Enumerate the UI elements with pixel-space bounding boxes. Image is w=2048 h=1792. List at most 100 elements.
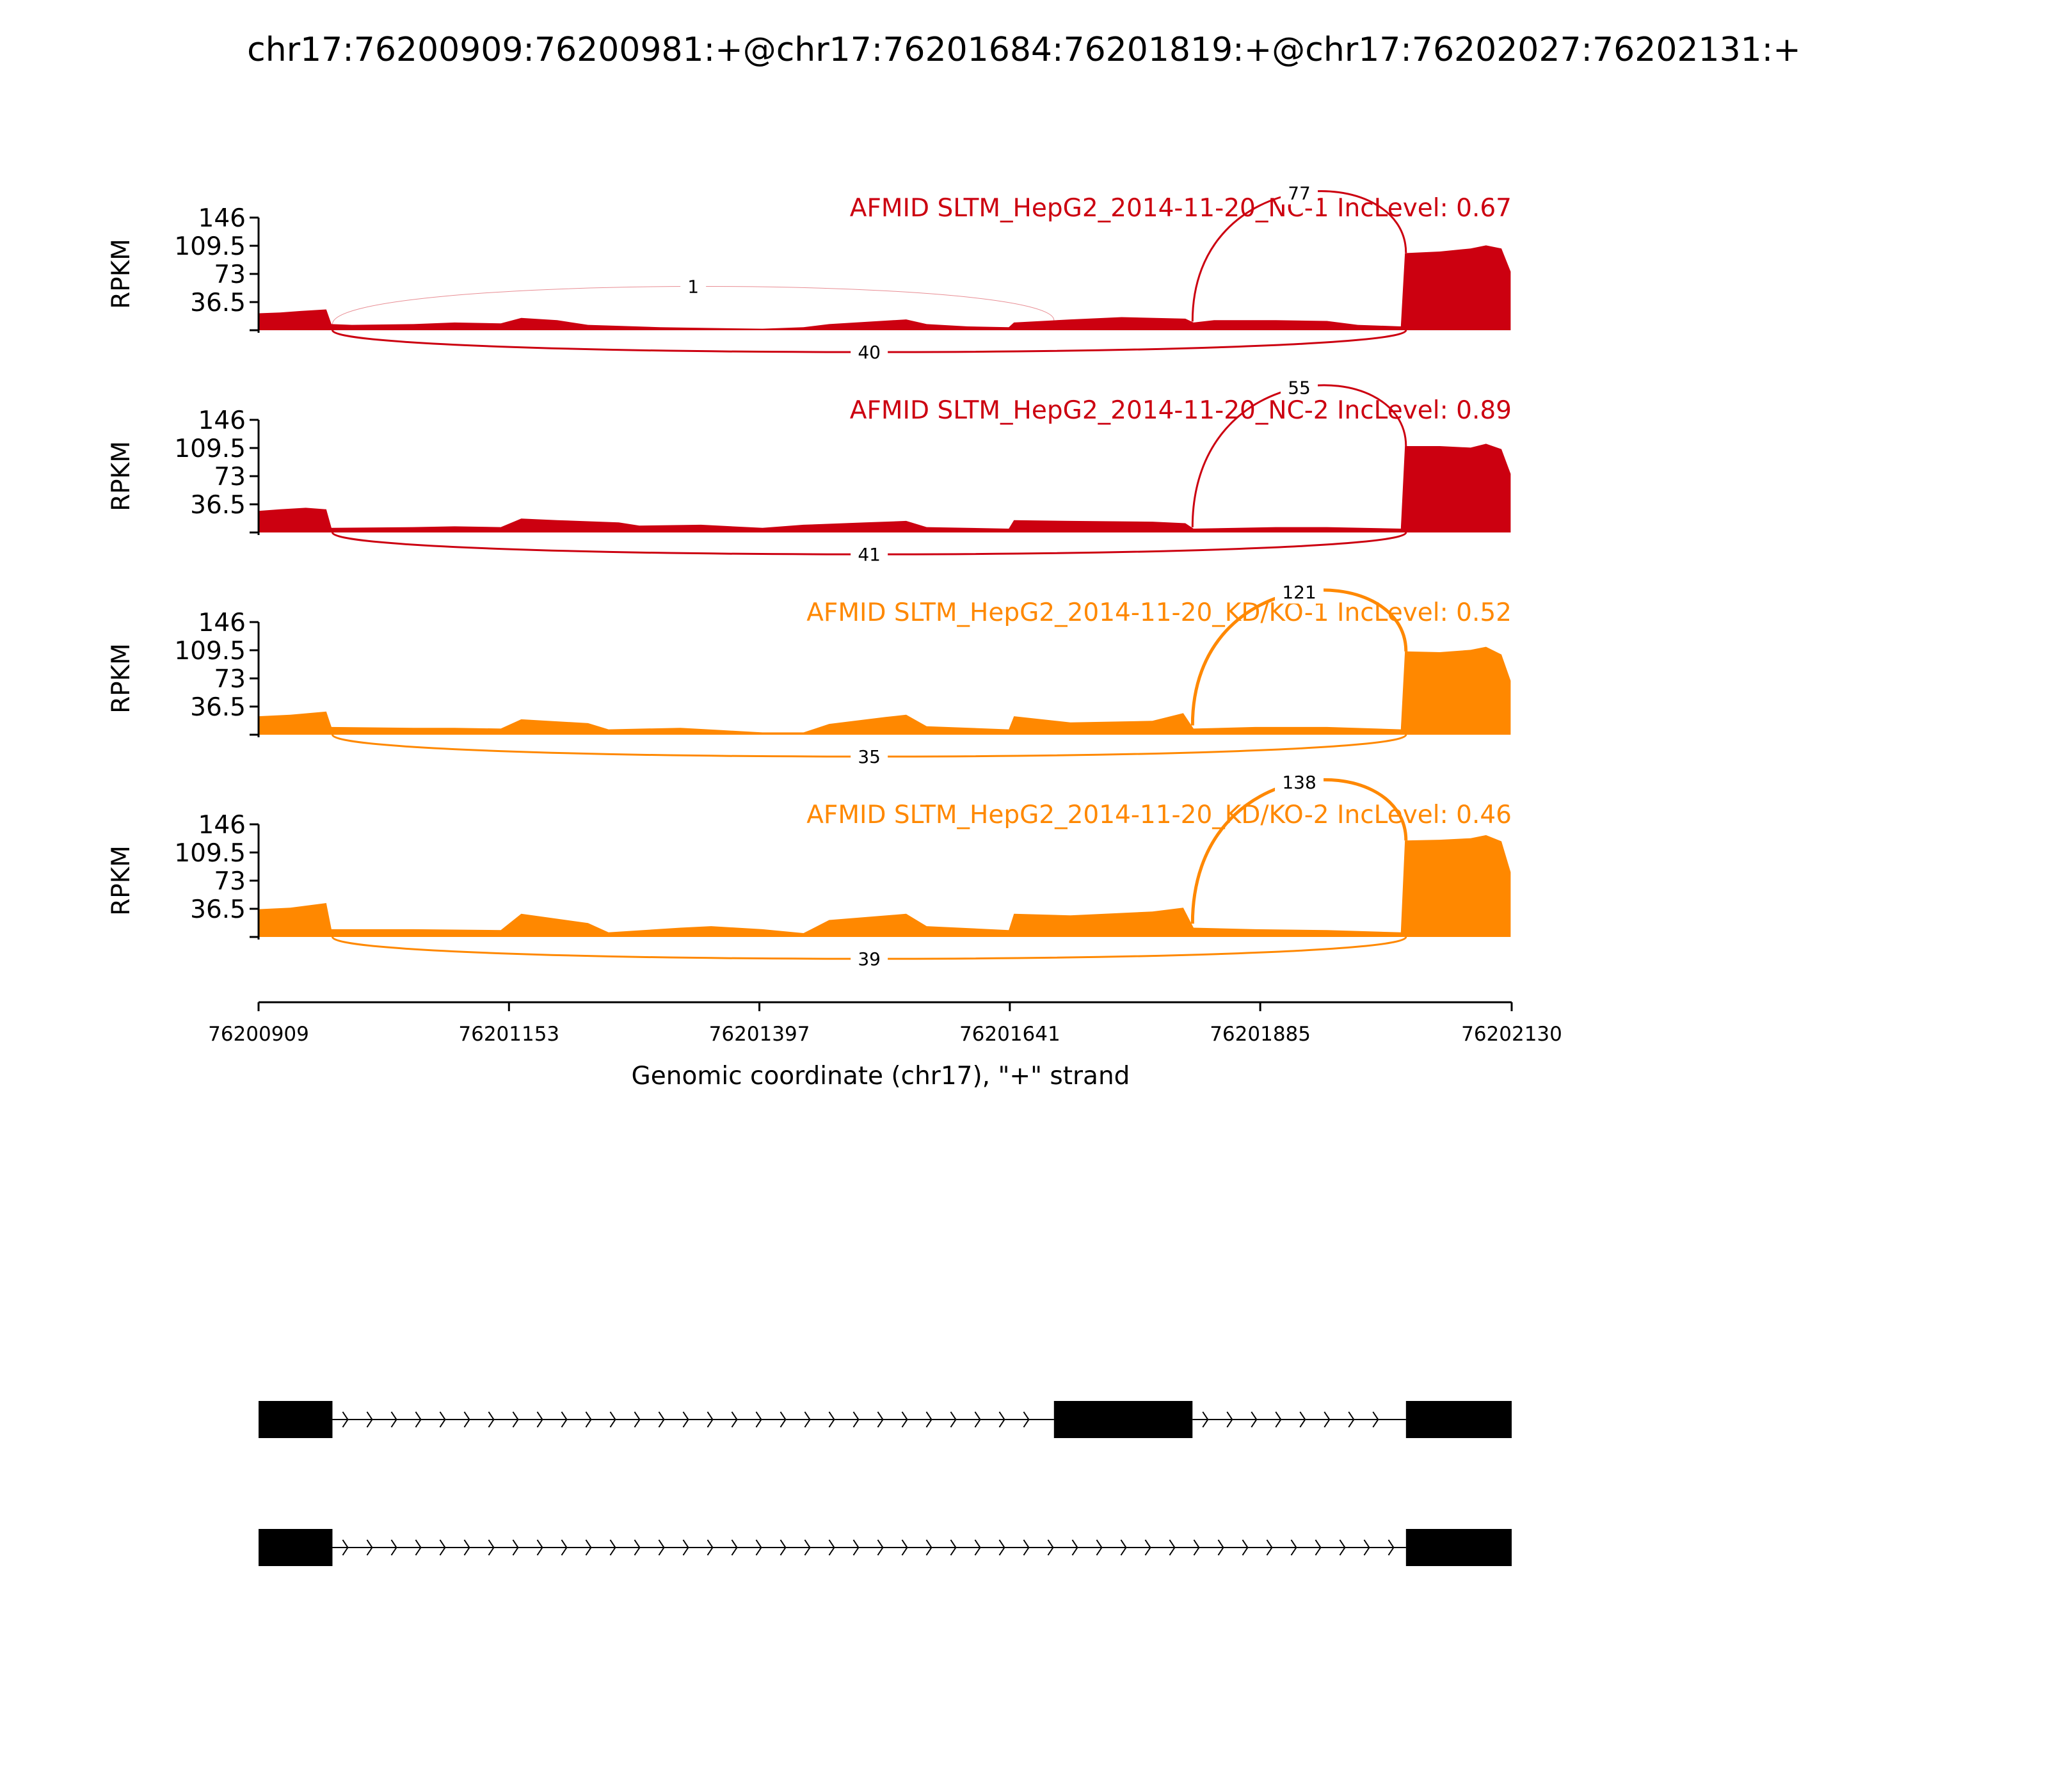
strand-arrow (974, 1411, 981, 1428)
strand-arrow (828, 1411, 835, 1428)
series-label: AFMID SLTM_HepG2_2014-11-20_NC-2 IncLeve… (850, 396, 1512, 425)
y-tick-label: 36.5 (190, 491, 246, 520)
strand-arrow (658, 1411, 665, 1428)
y-axis-label: RPKM (107, 845, 136, 916)
junction-count: 138 (1282, 772, 1316, 793)
x-tick-label: 76201397 (709, 1023, 810, 1046)
strand-arrow (852, 1539, 860, 1556)
series-label: AFMID SLTM_HepG2_2014-11-20_KD/KO-1 IncL… (806, 598, 1512, 627)
strand-arrow (658, 1539, 665, 1556)
strand-arrow (536, 1411, 543, 1428)
strand-arrow (998, 1539, 1005, 1556)
junction-label-bg (851, 340, 888, 364)
y-tick-label: 73 (214, 665, 246, 694)
y-tick-label: 36.5 (190, 289, 246, 317)
junction-label-bg (1275, 771, 1324, 794)
strand-arrow (342, 1539, 349, 1556)
strand-arrow (925, 1411, 932, 1428)
strand-arrow (488, 1539, 495, 1556)
junction-count: 39 (858, 948, 881, 970)
y-tick-label: 146 (198, 609, 246, 637)
strand-arrow (1047, 1539, 1054, 1556)
strand-arrow (925, 1539, 932, 1556)
junction-label-bg (1281, 181, 1318, 205)
strand-arrow (585, 1411, 592, 1428)
strand-arrow (998, 1411, 1005, 1428)
strand-arrow (1315, 1539, 1322, 1556)
strand-arrow (463, 1411, 470, 1428)
strand-arrow (950, 1539, 957, 1556)
strand-arrow (1120, 1539, 1127, 1556)
strand-arrow (1266, 1539, 1273, 1556)
strand-arrow (950, 1411, 957, 1428)
junction-label-bg (1281, 376, 1318, 399)
x-axis: 76200909 76201153 76201397 76201641 76201885… (208, 1001, 1562, 1046)
y-tick-label: 36.5 (190, 693, 246, 722)
strand-arrow (561, 1539, 568, 1556)
strand-arrow (390, 1411, 397, 1428)
strand-arrow (415, 1411, 422, 1428)
junction-count: 121 (1282, 582, 1316, 603)
strand-arrow (1023, 1411, 1030, 1428)
strand-arrow (974, 1539, 981, 1556)
y-axis-label: RPKM (107, 643, 136, 714)
strand-arrow (755, 1411, 762, 1428)
x-tick-label: 76201641 (959, 1023, 1060, 1046)
x-tick-label: 76202130 (1461, 1023, 1562, 1046)
junction-count: 35 (858, 746, 881, 767)
strand-arrow (1023, 1539, 1030, 1556)
y-tick-label: 36.5 (190, 895, 246, 924)
strand-arrow (1226, 1411, 1233, 1428)
y-tick-label: 73 (214, 867, 246, 896)
strand-arrow (828, 1539, 835, 1556)
strand-arrow (609, 1411, 616, 1428)
strand-arrow (852, 1411, 860, 1428)
junction-count: 40 (858, 342, 881, 363)
strand-arrow (804, 1411, 811, 1428)
strand-arrow (1071, 1539, 1078, 1556)
junction-label-bg (851, 947, 888, 971)
strand-arrow (366, 1539, 373, 1556)
junction-count: 41 (858, 544, 881, 565)
strand-arrow (780, 1411, 787, 1428)
y-axis-label: RPKM (107, 239, 136, 309)
exon-block (259, 1529, 333, 1566)
strand-arrow (390, 1539, 397, 1556)
strand-arrow (1290, 1539, 1297, 1556)
strand-arrow (439, 1411, 446, 1428)
strand-arrow (1363, 1539, 1370, 1556)
strand-arrow (682, 1539, 689, 1556)
strand-arrow (1339, 1539, 1346, 1556)
strand-arrow (707, 1539, 714, 1556)
y-tick-label: 109.5 (174, 232, 246, 261)
exon-block (1405, 1401, 1512, 1438)
y-tick-label: 146 (198, 811, 246, 840)
coverage-area (259, 245, 1511, 330)
strand-arrow (634, 1539, 641, 1556)
strand-arrow (415, 1539, 422, 1556)
y-tick-label: 146 (198, 204, 246, 233)
x-tick-label: 76200909 (208, 1023, 309, 1046)
y-axis-label: RPKM (107, 441, 136, 511)
strand-arrow (561, 1411, 568, 1428)
x-tick-label: 76201153 (458, 1023, 559, 1046)
strand-arrow (512, 1539, 519, 1556)
strand-arrow (1242, 1539, 1249, 1556)
strand-arrow (463, 1539, 470, 1556)
strand-arrow (707, 1411, 714, 1428)
strand-arrow (1144, 1539, 1151, 1556)
strand-arrow (877, 1539, 884, 1556)
strand-arrow (682, 1411, 689, 1428)
isoform (259, 1401, 1512, 1438)
strand-arrow (1169, 1539, 1176, 1556)
strand-arrow (1388, 1539, 1395, 1556)
strand-arrow (512, 1411, 519, 1428)
strand-arrow (634, 1411, 641, 1428)
strand-arrow (780, 1539, 787, 1556)
coverage-area (259, 835, 1511, 937)
strand-arrow (1372, 1411, 1379, 1428)
strand-arrow (901, 1411, 908, 1428)
